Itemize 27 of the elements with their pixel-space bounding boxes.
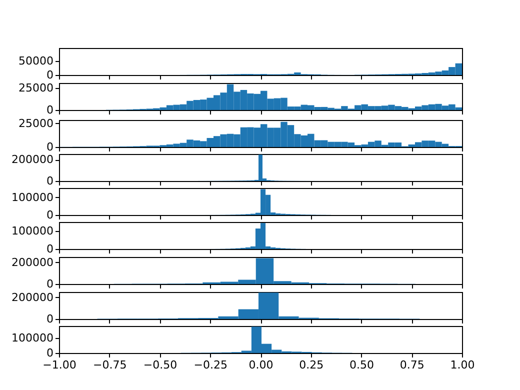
y-tick-label: 50000 [18,54,54,68]
y-tick-label: 0 [46,208,54,222]
y-tick-label: 0 [46,242,54,256]
y-tick-label: 100000 [12,190,54,204]
x-tick-label: −0.50 [143,358,178,372]
x-tick-label: 0.25 [299,358,324,372]
y-tick-label: 0 [46,104,54,116]
y-tick-label: 0 [46,140,54,154]
y-tick-label: 100000 [12,224,54,238]
y-tick-label: 0 [46,278,54,290]
x-tick-label: 0.50 [350,358,374,372]
x-tick-label: −0.75 [93,358,127,372]
y-tick-label: 0 [46,312,54,326]
x-tick-label: −1.00 [42,358,76,372]
y-tick-label: 100000 [12,332,54,345]
y-tick-label: 0 [46,346,54,360]
y-tick-label: 25000 [18,82,54,95]
y-tick-label: 200000 [12,290,54,304]
x-tick-label: 0.75 [400,358,424,372]
x-tick-label: 0.00 [248,358,274,372]
y-tick-label: 200000 [12,153,54,166]
y-tick-label: 25000 [18,116,54,130]
x-tick-label: −0.25 [194,358,228,372]
x-tick-label: 1.00 [450,358,475,372]
y-tick-label: 0 [46,174,54,188]
y-tick-label: 200000 [12,256,54,269]
y-tick-label: 0 [46,68,54,82]
